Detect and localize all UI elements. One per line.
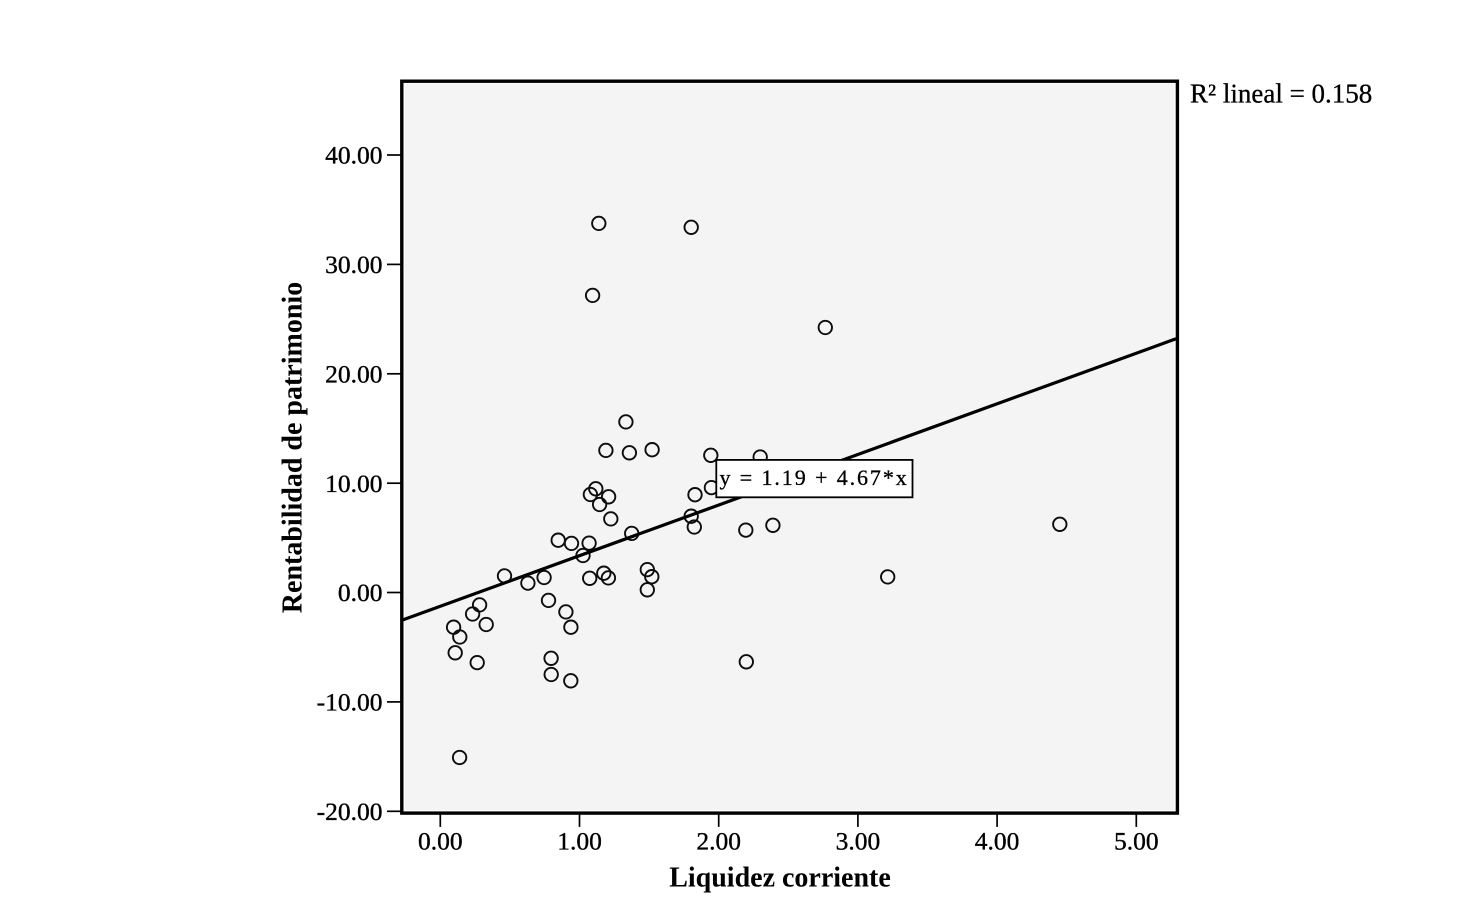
svg-text:0.00: 0.00: [338, 578, 383, 607]
svg-text:2.00: 2.00: [696, 827, 741, 856]
svg-text:R² lineal = 0.158: R² lineal = 0.158: [1190, 78, 1372, 108]
svg-text:-10.00: -10.00: [317, 688, 383, 717]
svg-text:Rentabilidad de patrimonio: Rentabilidad de patrimonio: [278, 282, 309, 613]
svg-text:0.00: 0.00: [418, 827, 463, 856]
svg-text:10.00: 10.00: [325, 469, 382, 498]
svg-text:-20.00: -20.00: [317, 797, 383, 826]
svg-text:4.00: 4.00: [975, 827, 1020, 856]
svg-text:1.00: 1.00: [557, 827, 602, 856]
svg-text:20.00: 20.00: [325, 359, 382, 388]
svg-text:30.00: 30.00: [325, 250, 382, 279]
svg-text:5.00: 5.00: [1114, 827, 1159, 856]
svg-text:40.00: 40.00: [325, 141, 382, 170]
svg-text:Liquidez corriente: Liquidez corriente: [669, 863, 891, 894]
svg-text:y = 1.19 + 4.67*x: y = 1.19 + 4.67*x: [720, 465, 909, 490]
svg-text:3.00: 3.00: [836, 827, 881, 856]
